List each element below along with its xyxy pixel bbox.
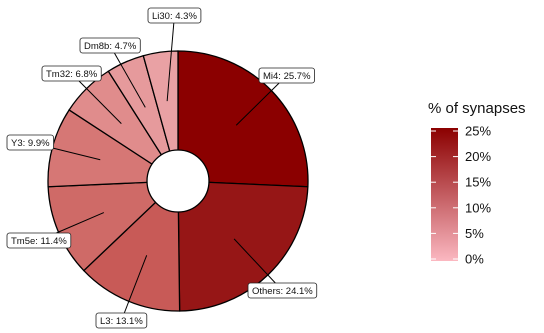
slice-label-li30: Li30: 4.3% [147,7,202,24]
label-leaders [53,22,280,314]
legend-tick-label: 10% [465,200,491,215]
legend-tick-label: 0% [465,252,484,267]
leader-l3 [123,255,148,314]
slice-label-text: Tm32: 6.8% [46,69,98,80]
slice-others [177,180,309,312]
legend-ticks: 25% 20% 15% 10% 5% 0% [431,124,491,267]
donut-hole [146,149,210,213]
slice-li30 [142,50,179,182]
slice-label-text: L3: 13.1% [100,316,143,327]
slice-label-y3: Y3: 9.9% [6,134,54,151]
legend-tick-label: 25% [465,124,491,139]
slice-label-tm32: Tm32: 6.8% [41,65,102,82]
slice-label-others: Others: 24.1% [247,282,318,299]
legend-tick-label: 5% [465,226,484,241]
leader-li30 [166,22,175,102]
legend-tick-label: 15% [465,175,491,190]
slice-labels: Mi4: 25.7% Others: 24.1% L3: 13.1% Tm5e: 11… [6,7,318,329]
slice-label-tm5e: Tm5e: 11.4% [6,232,72,249]
color-legend: % of synapses 25% 20% 15% 10% 5% 0% [428,100,526,267]
leader-y3 [53,147,101,161]
slice-label-text: Mi4: 25.7% [263,71,311,82]
leader-dm8b [113,52,146,108]
legend-tick-label: 20% [465,149,491,164]
slice-label-text: Tm5e: 11.4% [11,236,67,247]
slice-label-mi4: Mi4: 25.7% [258,67,315,84]
leader-tm5e [56,212,105,234]
slice-label-text: Dm8b: 4.7% [84,41,137,52]
slice-label-text: Li30: 4.3% [152,11,197,22]
slice-label-text: Others: 24.1% [252,286,313,297]
slice-label-dm8b: Dm8b: 4.7% [79,37,141,54]
slice-label-text: Y3: 9.9% [11,138,50,149]
leader-mi4 [235,82,280,126]
donut-slices [47,50,309,312]
legend-title: % of synapses [428,100,526,117]
slice-label-l3: L3: 13.1% [95,312,148,329]
leader-others [233,238,276,284]
leader-tm32 [78,80,122,125]
slice-l3 [82,179,181,312]
legend-color-bar [431,128,458,261]
